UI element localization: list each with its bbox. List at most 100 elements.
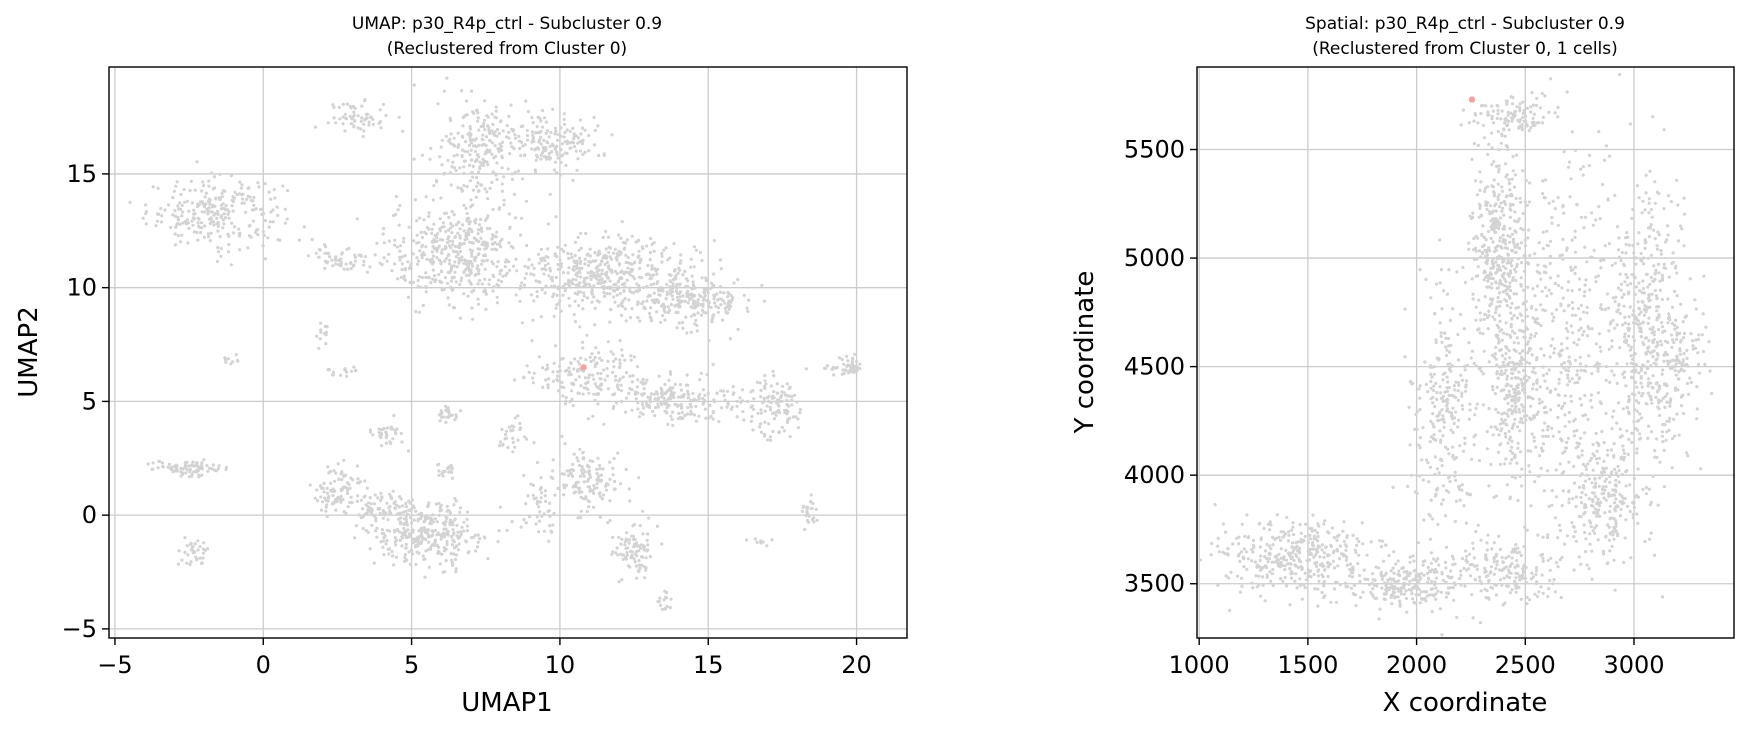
spatial-background-point [1493, 311, 1498, 315]
umap-background-point [206, 232, 210, 236]
umap-background-point [500, 189, 504, 193]
umap-background-point [551, 295, 555, 299]
umap-background-point [577, 362, 582, 366]
umap-background-point [694, 419, 699, 423]
spatial-background-point [1504, 266, 1508, 270]
umap-background-point [679, 402, 683, 406]
spatial-background-point [1265, 575, 1269, 579]
umap-background-point [453, 144, 457, 148]
umap-background-point [462, 229, 466, 233]
spatial-background-point [1265, 542, 1269, 547]
umap-background-point [539, 142, 543, 146]
umap-background-point [794, 415, 798, 419]
umap-background-point [187, 464, 191, 468]
umap-background-point [610, 552, 614, 556]
umap-background-point [418, 275, 422, 279]
umap-background-point [519, 284, 523, 288]
umap-background-point [613, 479, 617, 484]
umap-background-point [655, 272, 659, 276]
umap-background-point [480, 262, 484, 266]
umap-background-point [229, 174, 233, 178]
spatial-background-point [1458, 576, 1462, 581]
umap-background-point [414, 509, 418, 513]
umap-background-point [359, 516, 363, 520]
umap-background-point [222, 212, 226, 216]
umap-background-point [668, 386, 672, 390]
umap-background-point [525, 437, 529, 441]
spatial-background-point [1275, 558, 1279, 562]
umap-background-point [257, 185, 261, 189]
umap-background-point [592, 486, 597, 491]
umap-background-point [555, 171, 559, 175]
spatial-background-point [1526, 285, 1530, 289]
spatial-background-point [1498, 547, 1502, 552]
umap-background-point [495, 230, 499, 234]
umap-background-point [632, 557, 636, 561]
spatial-background-point [1535, 387, 1539, 392]
umap-background-point [432, 222, 436, 226]
umap-background-point [323, 266, 327, 270]
umap-background-point [555, 144, 559, 148]
umap-background-point [690, 274, 694, 278]
umap-background-point [488, 186, 492, 190]
umap-background-point [777, 431, 781, 435]
umap-background-point [435, 236, 439, 240]
umap-background-point [445, 504, 449, 508]
spatial-background-point [1417, 587, 1421, 591]
umap-background-point [554, 129, 558, 133]
umap-background-point [583, 276, 587, 280]
spatial-background-point [1396, 572, 1400, 577]
umap-background-point [198, 544, 202, 549]
umap-background-point [768, 435, 773, 439]
umap-background-point [473, 221, 478, 225]
umap-background-point [656, 396, 661, 400]
umap-background-point [445, 415, 449, 419]
umap-background-point [199, 230, 203, 235]
spatial-background-point [1521, 211, 1525, 216]
umap-background-point [619, 399, 624, 403]
umap-background-point [655, 399, 660, 403]
umap-background-point [362, 122, 366, 126]
umap-background-point [356, 114, 360, 118]
umap-background-point [673, 304, 677, 308]
umap-background-point [630, 268, 635, 272]
spatial-background-point [1451, 557, 1455, 561]
umap-background-point [649, 306, 653, 310]
spatial-background-point [1488, 212, 1492, 216]
umap-background-point [355, 499, 359, 503]
umap-background-point [558, 173, 563, 177]
umap-background-point [352, 365, 356, 369]
spatial-background-point [1525, 595, 1529, 600]
umap-background-point [637, 563, 641, 567]
umap-background-point [475, 545, 480, 549]
umap-background-point [602, 422, 606, 426]
spatial-background-point [1238, 590, 1242, 594]
umap-background-point [847, 369, 851, 373]
umap-background-point [750, 415, 754, 419]
umap-background-point [592, 491, 596, 495]
umap-background-point [544, 120, 549, 124]
umap-background-point [497, 131, 501, 135]
umap-background-point [659, 320, 663, 325]
umap-background-point [548, 269, 553, 273]
umap-background-point [697, 397, 701, 401]
umap-background-point [479, 236, 483, 240]
umap-background-point [234, 353, 238, 357]
umap-background-point [608, 518, 612, 523]
umap-background-point [780, 425, 784, 429]
spatial-background-point [1518, 474, 1522, 479]
umap-background-point [587, 282, 591, 286]
spatial-background-point [1259, 554, 1263, 558]
spatial-background-point [1265, 556, 1269, 561]
spatial-background-point [1489, 219, 1493, 223]
umap-background-point [633, 390, 638, 394]
spatial-background-point [1341, 529, 1345, 533]
spatial-background-point [1513, 398, 1517, 402]
umap-background-point [776, 403, 780, 407]
umap-background-point [722, 393, 726, 398]
spatial-background-point [1505, 423, 1509, 427]
umap-background-point [465, 529, 470, 533]
umap-background-point [640, 245, 644, 249]
spatial-background-point [1270, 560, 1274, 564]
umap-background-point [430, 231, 434, 235]
